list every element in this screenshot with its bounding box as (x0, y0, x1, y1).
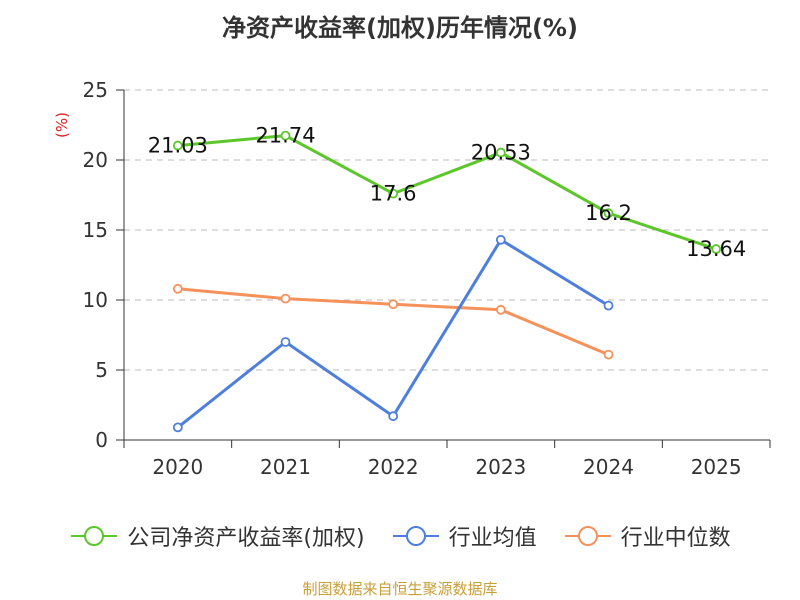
y-tick-label-20: 20 (83, 148, 108, 172)
data-source-note: 制图数据来自恒生聚源数据库 (302, 580, 498, 598)
legend-item-0[interactable]: 公司净资产收益率(加权) (69, 520, 365, 552)
series-0-point-2021 (280, 130, 291, 141)
series-line-0 (177, 134, 717, 251)
legend-marker-icon (71, 526, 118, 546)
series-1-point-2023 (495, 234, 506, 245)
data-label-2023: 20.53 (471, 141, 531, 165)
x-tick-label-2023: 2023 (475, 455, 526, 479)
y-tick-label-0: 0 (95, 428, 108, 452)
y-tick-label-10: 10 (83, 288, 108, 312)
x-tick-label-2024: 2024 (583, 455, 634, 479)
y-tick-label-5: 5 (95, 358, 108, 382)
legend-label: 行业均值 (448, 526, 537, 551)
series-0-point-2022 (388, 188, 399, 199)
series-2-point-2021 (280, 293, 291, 304)
data-label-2021: 21.74 (255, 124, 315, 148)
y-tick-label-25: 25 (83, 78, 108, 102)
data-label-2022: 17.6 (370, 182, 417, 206)
y-axis-unit-label: (%) (53, 112, 71, 138)
x-tick-label-2020: 2020 (152, 455, 203, 479)
x-tick-label-2022: 2022 (368, 455, 419, 479)
series-1-point-2020 (172, 422, 183, 433)
legend-marker-icon (392, 526, 439, 546)
legend-item-2[interactable]: 行业中位数 (563, 520, 731, 552)
chart-legend: 公司净资产收益率(加权) 行业均值 行业中位数 (0, 520, 800, 552)
series-2-point-2022 (388, 299, 399, 310)
series-0-point-2020 (172, 140, 183, 151)
legend-label: 行业中位数 (620, 526, 731, 551)
series-2-point-2023 (495, 304, 506, 315)
series-2-point-2024 (603, 349, 614, 360)
data-label-2020: 21.03 (148, 134, 208, 158)
y-tick-label-15: 15 (83, 218, 108, 242)
legend-label: 公司净资产收益率(加权) (127, 526, 365, 551)
series-1-point-2022 (388, 411, 399, 422)
x-tick-label-2021: 2021 (260, 455, 311, 479)
series-0-point-2024 (603, 208, 614, 219)
series-1-point-2024 (603, 300, 614, 311)
chart-title: 净资产收益率(加权)历年情况(%) (222, 14, 578, 42)
legend-marker-icon (564, 526, 611, 546)
series-0-point-2025 (711, 244, 722, 254)
series-line-2 (177, 287, 610, 356)
series-1-point-2021 (280, 337, 291, 347)
series-2-point-2020 (172, 283, 183, 294)
series-line-1 (176, 238, 610, 429)
legend-item-1[interactable]: 行业均值 (391, 520, 537, 552)
data-label-2024: 16.2 (585, 201, 632, 225)
x-tick-label-2025: 2025 (691, 455, 742, 479)
data-label-2025: 13.64 (686, 237, 746, 261)
series-0-point-2023 (495, 147, 506, 158)
